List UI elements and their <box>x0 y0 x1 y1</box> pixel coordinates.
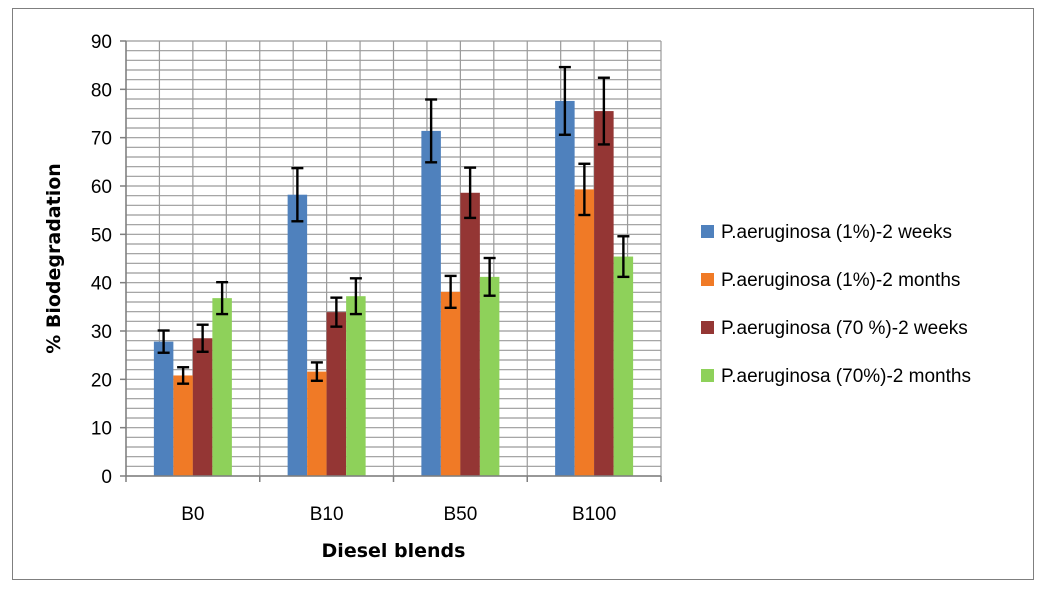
x-tick-label-B100: B100 <box>572 504 616 525</box>
y-tick-label: 20 <box>91 370 112 391</box>
y-axis-title: % Biodegradation <box>43 163 65 354</box>
x-axis-title: Diesel blends <box>322 540 466 562</box>
error-bars <box>157 65 630 385</box>
axes <box>120 40 662 482</box>
y-tick-label: 50 <box>91 225 112 246</box>
bar-B0-series-4 <box>212 298 232 476</box>
legend-label-4: P.aeruginosa (70%)-2 months <box>721 366 971 387</box>
bar-B10-series-3 <box>326 312 347 476</box>
bar-B0-series-1 <box>153 341 174 476</box>
x-tick-label-B10: B10 <box>310 504 344 525</box>
chart-frame <box>12 8 1034 580</box>
bar-B50-series-4 <box>479 276 500 476</box>
legend-swatch-3 <box>701 321 714 334</box>
bars <box>153 100 634 476</box>
tick-labels: 0 10 20 30 40 50 60 70 80 90 B0 B10 B50 B100 <box>91 32 616 525</box>
bar-B100-series-1 <box>555 100 575 476</box>
y-tick-label: 40 <box>91 274 112 295</box>
y-tick-label: 70 <box>91 129 112 150</box>
y-tick-label: 80 <box>91 80 112 101</box>
bar-B50-series-2 <box>440 291 461 476</box>
bar-B50-series-1 <box>421 130 441 476</box>
bar-B100-series-4 <box>613 256 634 476</box>
legend-label-2: P.aeruginosa (1%)-2 months <box>721 270 960 291</box>
legend-label-1: P.aeruginosa (1%)-2 weeks <box>721 222 952 243</box>
y-tick-label: 0 <box>101 467 112 488</box>
y-tick-label: 60 <box>91 177 112 198</box>
legend-swatch-2 <box>701 273 714 286</box>
x-tick-label-B50: B50 <box>443 504 477 525</box>
y-tick-label: 10 <box>91 419 112 440</box>
bar-B0-series-3 <box>192 338 213 476</box>
legend: P.aeruginosa (1%)-2 weeks P.aeruginosa (1… <box>701 222 971 387</box>
bar-B10-series-1 <box>287 194 308 476</box>
bar-B10-series-4 <box>346 296 366 476</box>
legend-swatch-4 <box>701 369 714 382</box>
legend-label-3: P.aeruginosa (70 %)-2 weeks <box>721 318 968 339</box>
bar-B100-series-3 <box>594 111 614 476</box>
y-tick-label: 30 <box>91 322 112 343</box>
bar-B50-series-3 <box>460 192 480 476</box>
bar-B100-series-2 <box>574 189 595 476</box>
bar-B0-series-2 <box>173 375 193 476</box>
x-tick-label-B0: B0 <box>181 504 204 525</box>
bar-B10-series-2 <box>307 371 327 476</box>
legend-swatch-1 <box>701 225 714 238</box>
y-tick-label: 90 <box>91 32 112 53</box>
